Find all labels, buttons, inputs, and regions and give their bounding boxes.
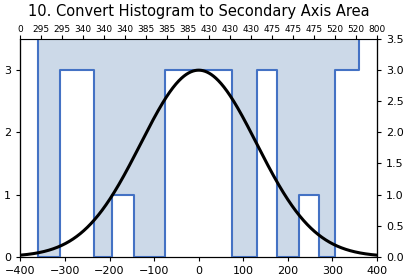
Title: 10. Convert Histogram to Secondary Axis Area: 10. Convert Histogram to Secondary Axis … bbox=[28, 4, 370, 19]
